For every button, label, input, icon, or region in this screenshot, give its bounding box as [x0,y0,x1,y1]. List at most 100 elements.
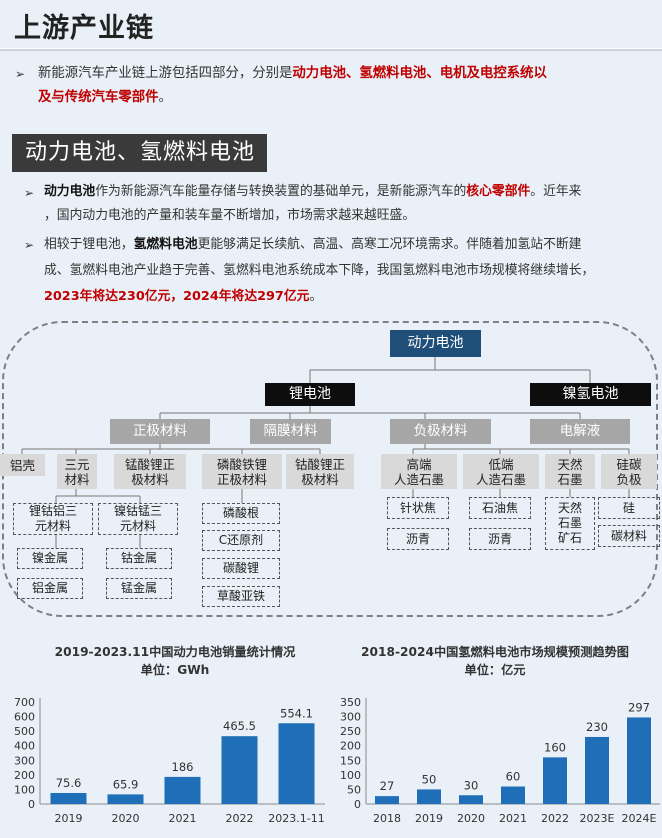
tree-node-c-reductant: C还原剂 [202,530,280,551]
lfp-line-1: 磷酸铁锂 [216,456,267,472]
bar-value-label: 160 [544,740,566,754]
x-tick-label: 2021 [499,812,527,825]
bar-value-label: 30 [464,778,479,792]
tree-node-aluminum: 铝金属 [17,578,83,599]
tree-node-lfp: 磷酸铁锂 正极材料 [202,454,282,489]
silicon-carbon-line-2: 负极 [616,471,642,487]
bar [543,757,567,804]
low-graphite-line-2: 人造石墨 [475,471,526,487]
tree-node-power-battery: 动力电池 [390,330,481,357]
bar-value-label: 554.1 [280,706,313,720]
y-tick-label: 500 [14,725,35,738]
x-tick-label: 2019 [55,812,83,825]
intro-highlight-2: 及与传统汽车零部件 [38,90,159,105]
graphite-ore-line-3: 矿石 [557,531,582,545]
y-tick-label: 0 [28,798,35,811]
x-tick-label: 2018 [373,812,401,825]
tree-node-carbon-material: 碳材料 [598,525,660,547]
tree-node-cathode: 正极材料 [110,419,210,444]
bar-value-label: 50 [422,772,437,786]
tree-node-high-graphite: 高端 人造石墨 [381,454,457,489]
y-tick-label: 600 [14,711,35,724]
bar [375,796,399,804]
intro-paragraph: 新能源汽车产业链上游包括四部分，分别是动力电池、氢燃料电池、电机及电控系统以 及… [38,62,648,110]
chart-2-subtitle: 单位：亿元 [464,663,526,677]
tree-node-petroleum-coke: 石油焦 [469,497,531,519]
tree-node-lco: 钴酸锂正 极材料 [286,454,354,489]
natural-graphite-line-1: 天然 [557,456,583,472]
battery-core: 核心零部件 [466,184,531,199]
y-tick-label: 250 [340,725,361,738]
y-tick-label: 700 [14,696,35,709]
y-tick-label: 50 [347,783,361,796]
section-heading: 动力电池、氢燃料电池 [12,134,267,172]
tree-node-needle-coke: 针状焦 [387,497,449,519]
y-tick-label: 300 [340,711,361,724]
bullet-icon: ➢ [24,238,35,252]
tree-node-phosphate: 磷酸根 [202,503,280,524]
hydrogen-paragraph: 相较于锂电池，氢燃料电池更能够满足长续航、高温、高寒工况环境需求。伴随着加氢站不… [44,232,658,310]
chart-1-title: 2019-2023.11中国动力电池销量统计情况 [54,645,296,659]
y-tick-label: 200 [14,769,35,782]
tree-node-nimh-battery: 镍氢电池 [530,383,651,406]
tree-node-lithium-carbonate: 碳酸锂 [202,558,280,579]
battery-paragraph: 动力电池作为新能源汽车能量存储与转换装置的基础单元，是新能源汽车的核心零部件。近… [44,180,656,228]
tree-node-cobalt: 钴金属 [106,548,172,569]
bullet-icon: ➢ [24,186,35,200]
graphite-ore-line-1: 天然 [557,501,582,515]
bullet-icon: ➢ [15,67,26,81]
tree-node-ferrous-oxalate: 草酸亚铁 [202,586,280,607]
tree-node-silicon: 硅 [598,497,660,519]
chart-2-title: 2018-2024中国氢燃料电池市场规模预测趋势图 [361,645,629,659]
x-tick-label: 2021 [169,812,197,825]
y-tick-label: 100 [340,769,361,782]
intro-end: 。 [158,90,172,105]
y-tick-label: 150 [340,754,361,767]
tree-node-natural-graphite: 天然 石墨 [545,454,595,489]
bar-value-label: 297 [628,700,650,714]
x-tick-label: 2020 [457,812,485,825]
tree-node-lithium-battery: 锂电池 [265,383,355,406]
bar-value-label: 65.9 [113,777,139,791]
tree-node-low-graphite: 低端 人造石墨 [463,454,539,489]
tree-node-electrolyte: 电解液 [530,419,630,444]
lco-line-1: 钴酸锂正 [294,456,345,472]
intro-lead: 新能源汽车产业链上游包括四部分，分别是 [38,66,293,81]
chart-1-subtitle: 单位：GWh [140,663,210,677]
bar-value-label: 27 [380,779,395,793]
tree-node-asphalt-2: 沥青 [469,528,531,550]
graphite-ore-line-2: 石墨 [557,516,582,530]
y-tick-label: 300 [14,754,35,767]
silicon-carbon-line-1: 硅碳 [616,456,642,472]
bar [278,723,315,804]
x-tick-label: 2023.1-11 [268,812,324,825]
tree-node-aluminum-shell: 铝壳 [0,454,45,476]
tree-node-silicon-carbon: 硅碳 负极 [601,454,657,489]
hydrogen-end: 。 [309,289,323,304]
bar [627,717,651,804]
battery-text-2: ，国内动力电池的产量和装车量不断增加，市场需求越来越旺盛。 [44,208,416,223]
x-tick-label: 2022 [226,812,254,825]
high-graphite-line-2: 人造石墨 [393,471,444,487]
lfp-line-2: 正极材料 [216,471,267,487]
nca-line-1: 锂钴铝三 [28,504,77,518]
tree-node-asphalt-1: 沥青 [387,528,449,550]
hydrogen-text-a: 相较于锂电池， [44,237,134,252]
tree-node-separator: 隔膜材料 [250,419,331,444]
x-tick-label: 2022 [541,812,569,825]
bar [107,794,144,804]
tree-node-nca: 锂钴铝三 元材料 [13,503,93,535]
ncm-line-1: 镍钴锰三 [113,504,162,518]
title-rule [0,48,662,51]
page-title: 上游产业链 [14,13,154,44]
y-tick-label: 350 [340,696,361,709]
bar-value-label: 186 [172,760,194,774]
y-tick-label: 0 [354,798,361,811]
battery-text-b: 。近年来 [530,184,582,199]
lco-line-2: 极材料 [301,471,339,487]
hydrogen-text-b: 更能够满足长续航、高温、高寒工况环境需求。伴随着加氢站不断建 [197,237,582,252]
hydrogen-forecast: 2023年将达230亿元，2024年将达297亿元 [44,289,310,304]
bar [221,736,258,804]
natural-graphite-line-2: 石墨 [557,471,583,487]
tree-node-manganese: 锰金属 [106,578,172,599]
